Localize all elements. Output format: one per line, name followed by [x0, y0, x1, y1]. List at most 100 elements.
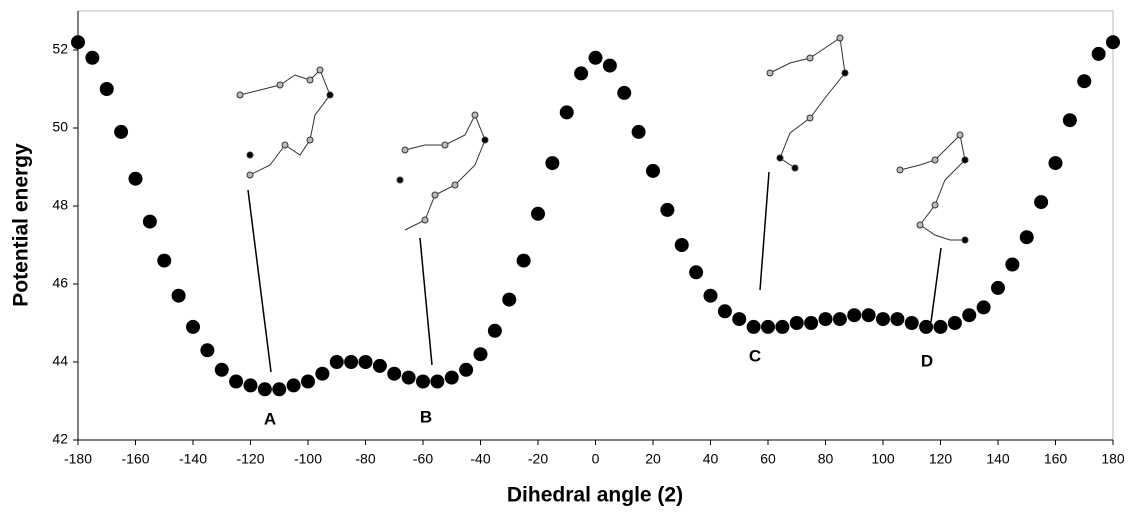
annotation-label: C [749, 346, 761, 365]
data-point [172, 289, 186, 303]
y-tick-label: 50 [52, 119, 68, 135]
data-point [157, 254, 171, 268]
annotation-line [931, 248, 941, 322]
data-point [71, 35, 85, 49]
data-point [186, 320, 200, 334]
x-tick-label: 60 [760, 451, 776, 467]
annotation-line [420, 238, 432, 365]
data-point [488, 324, 502, 338]
x-tick-label: -120 [236, 451, 264, 467]
data-point [876, 312, 890, 326]
data-point [819, 312, 833, 326]
x-tick-label: -100 [294, 451, 322, 467]
data-point [574, 66, 588, 80]
data-point [847, 308, 861, 322]
data-point [200, 343, 214, 357]
data-point [761, 320, 775, 334]
data-point [689, 265, 703, 279]
x-tick-label: -160 [121, 451, 149, 467]
x-tick-label: -140 [179, 451, 207, 467]
data-point [833, 312, 847, 326]
data-point [416, 375, 430, 389]
data-point [589, 51, 603, 65]
data-point [718, 304, 732, 318]
y-tick-label: 52 [52, 41, 68, 57]
data-point [143, 215, 157, 229]
x-tick-label: 140 [986, 451, 1010, 467]
x-tick-label: 180 [1101, 451, 1125, 467]
data-point [1077, 74, 1091, 88]
data-point [617, 86, 631, 100]
data-point [934, 320, 948, 334]
data-point [603, 59, 617, 73]
x-tick-label: 120 [929, 451, 953, 467]
data-point [287, 378, 301, 392]
x-tick-label: 40 [703, 451, 719, 467]
data-point [430, 375, 444, 389]
data-point [862, 308, 876, 322]
annotation-line [248, 190, 271, 372]
data-point [402, 371, 416, 385]
data-point [330, 355, 344, 369]
data-point [775, 320, 789, 334]
data-point [732, 312, 746, 326]
x-tick-label: 0 [592, 451, 600, 467]
data-point [85, 51, 99, 65]
x-axis-title: Dihedral angle (2) [507, 484, 683, 507]
data-point [445, 371, 459, 385]
data-point [1005, 258, 1019, 272]
y-axis-title: Potential energy [10, 143, 33, 307]
data-point [258, 382, 272, 396]
data-point [502, 293, 516, 307]
x-tick-label: -20 [528, 451, 548, 467]
data-point [1092, 47, 1106, 61]
x-tick-label: -180 [64, 451, 92, 467]
data-point [675, 238, 689, 252]
data-point [804, 316, 818, 330]
data-point [560, 105, 574, 119]
x-tick-label: -80 [355, 451, 375, 467]
x-tick-label: 160 [1044, 451, 1068, 467]
data-point [1106, 35, 1120, 49]
data-point [114, 125, 128, 139]
molecule-sketches [237, 35, 968, 243]
data-point [373, 359, 387, 373]
chart: Dihedral angle (2) Potential energy 4244… [0, 0, 1129, 516]
data-point [977, 300, 991, 314]
data-point [1049, 156, 1063, 170]
y-tick-label: 46 [52, 275, 68, 291]
data-point [215, 363, 229, 377]
data-point [545, 156, 559, 170]
data-point [890, 312, 904, 326]
x-tick-label: -60 [413, 451, 433, 467]
data-point [1063, 113, 1077, 127]
annotation-line [760, 172, 769, 290]
data-point [905, 316, 919, 330]
data-point [531, 207, 545, 221]
data-point [1034, 195, 1048, 209]
data-point [790, 316, 804, 330]
data-point [704, 289, 718, 303]
y-tick-label: 48 [52, 197, 68, 213]
data-point [517, 254, 531, 268]
data-point [948, 316, 962, 330]
data-point [747, 320, 761, 334]
data-point [272, 382, 286, 396]
annotation-label: A [264, 409, 276, 428]
data-point [1020, 230, 1034, 244]
annotation-label: B [420, 407, 432, 426]
data-point [301, 375, 315, 389]
data-point [387, 367, 401, 381]
data-point [660, 203, 674, 217]
data-point [991, 281, 1005, 295]
data-point [359, 355, 373, 369]
data-point [244, 378, 258, 392]
x-tick-label: -40 [470, 451, 490, 467]
data-point [229, 375, 243, 389]
x-tick-label: 80 [818, 451, 834, 467]
x-tick-label: 20 [645, 451, 661, 467]
data-point [962, 308, 976, 322]
y-tick-label: 42 [52, 431, 68, 447]
data-point [632, 125, 646, 139]
data-point [100, 82, 114, 96]
